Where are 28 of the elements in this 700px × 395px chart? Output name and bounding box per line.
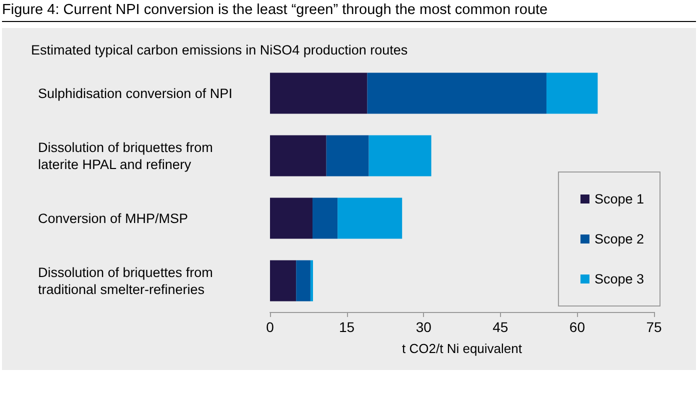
y-tick-label: Conversion of MHP/MSP	[38, 210, 188, 226]
x-axis-title: t CO2/t Ni equivalent	[402, 341, 522, 356]
chart-subtitle: Estimated typical carbon emissions in NiSO4 production routes	[31, 42, 408, 58]
x-tick-label: 75	[646, 319, 662, 335]
legend-label: Scope 1	[594, 192, 644, 206]
bar	[338, 198, 402, 239]
x-tick-label: 15	[339, 319, 355, 335]
y-tick-label: Sulphidisation conversion of NPI	[38, 86, 232, 101]
bar	[270, 72, 368, 114]
x-tick-label: 60	[569, 319, 586, 335]
x-tick-label: 30	[416, 319, 432, 335]
legend-label: Scope 3	[594, 272, 644, 286]
bar	[270, 260, 296, 302]
bar	[546, 72, 598, 114]
bar	[326, 135, 369, 176]
legend-label: Scope 2	[594, 232, 644, 246]
y-tick-label: Dissolution of briquettes from traditional smelter-refineries	[38, 264, 217, 297]
bar	[310, 260, 314, 302]
bar	[312, 198, 338, 239]
x-tick-label: 45	[492, 319, 508, 335]
bar	[367, 72, 546, 114]
y-tick-label: Dissolution of briquettes from laterite HPAL and refinery	[38, 140, 217, 172]
chart-title: Figure 4: Current NPI conversion is the least “green” through the most common route	[2, 2, 696, 22]
bar	[270, 135, 326, 176]
bar	[296, 260, 310, 302]
bar	[368, 135, 432, 176]
x-tick-label: 0	[266, 319, 274, 335]
bar	[270, 198, 312, 239]
